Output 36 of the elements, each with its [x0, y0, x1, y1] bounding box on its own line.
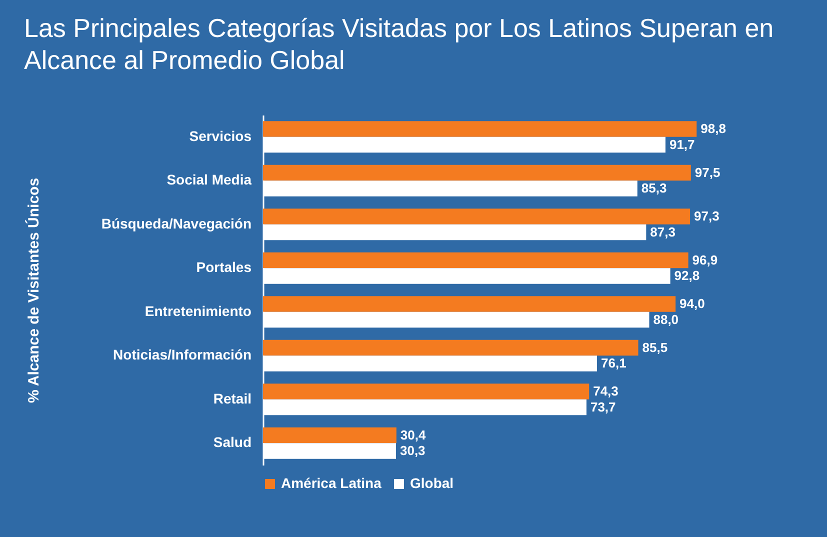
chart-title: Las Principales Categorías Visitadas por Los Latinos Superan en Alcance al Promedio Global	[24, 12, 775, 76]
data-label: 92,8	[674, 268, 700, 283]
y-tick-label: Entretenimiento	[144, 302, 252, 319]
data-label: 30,4	[400, 427, 426, 442]
data-label: 96,9	[692, 252, 718, 268]
y-tick-label: Retail	[213, 390, 252, 406]
data-label: 76,1	[601, 356, 626, 370]
y-tick-label: Búsqueda/Navegación	[101, 215, 252, 232]
bar	[263, 252, 688, 268]
bar	[263, 340, 638, 356]
y-axis-title: % Alcance de Visitantes Únicos	[24, 178, 42, 404]
data-label: 85,5	[642, 340, 668, 355]
data-label: 88,0	[653, 312, 679, 327]
data-label: 87,3	[650, 224, 676, 240]
y-tick-label: Noticias/Información	[113, 346, 252, 363]
bar	[263, 164, 691, 181]
data-label: 98,8	[700, 121, 726, 136]
data-label: 85,3	[641, 180, 667, 196]
data-label: 74,3	[593, 384, 618, 398]
bar	[263, 427, 396, 444]
data-label: 94,0	[680, 296, 705, 311]
bar	[263, 384, 590, 400]
y-tick-label: Social Media	[166, 172, 252, 188]
y-tick-label: Servicios	[189, 128, 252, 144]
y-tick-label: Portales	[196, 259, 252, 276]
data-label: 97,3	[694, 208, 720, 224]
bar	[263, 208, 690, 224]
data-label: 30,3	[400, 443, 426, 458]
bar	[263, 121, 697, 137]
legend-label: América Latina	[281, 475, 382, 491]
data-label: 73,7	[590, 399, 616, 414]
data-label: 97,5	[694, 164, 720, 180]
y-tick-label: Salud	[213, 434, 252, 450]
data-label: 91,7	[669, 136, 695, 152]
bar	[263, 296, 676, 312]
legend-label: Global	[410, 475, 454, 491]
